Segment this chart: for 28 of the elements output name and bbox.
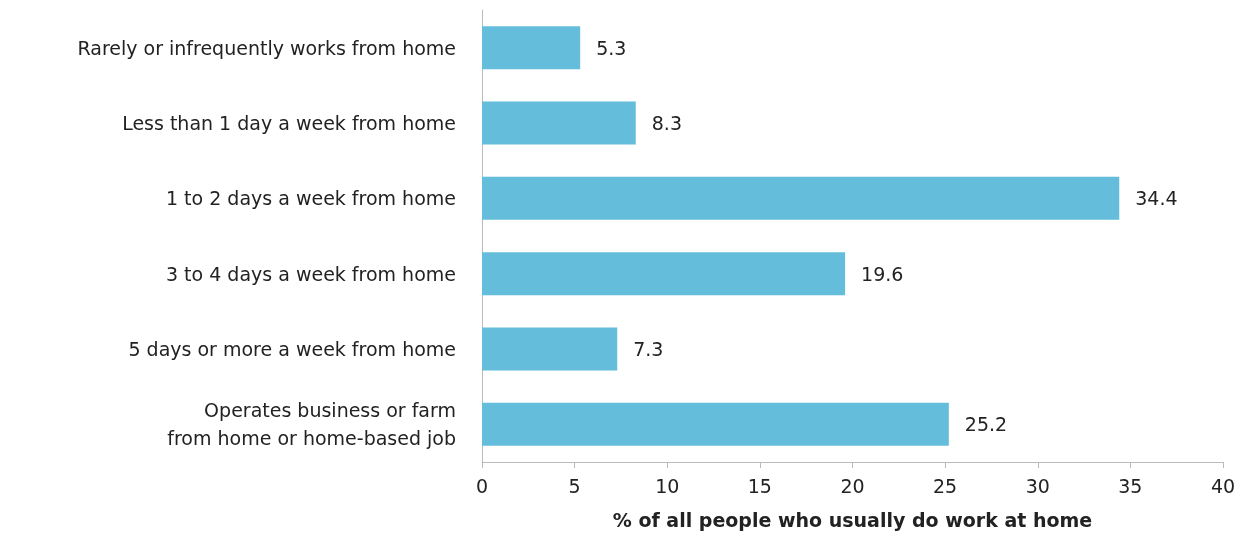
bar	[482, 252, 846, 296]
x-tick-label: 0	[475, 474, 489, 497]
x-tick-label: 5	[568, 474, 581, 497]
x-tick-label: 15	[747, 474, 772, 497]
y-tick-label: 5 days or more a week from home	[128, 338, 456, 360]
data-label: 19.6	[861, 262, 904, 285]
y-tick-label: Rarely or infrequently works from home	[77, 36, 456, 59]
x-tick-label: 40	[1210, 474, 1236, 497]
x-tick-label: 20	[840, 474, 865, 497]
y-tick-label: 1 to 2 days a week from home	[165, 187, 456, 210]
y-tick-label: 3 to 4 days a week from home	[165, 262, 456, 285]
bar	[482, 176, 1120, 220]
y-tick-label: Less than 1 day a week from home	[122, 112, 456, 134]
y-tick-label: Operates business or farm from home or home-based job	[167, 399, 456, 450]
bar	[482, 402, 949, 446]
x-tick-label: 25	[933, 474, 958, 497]
data-label: 5.3	[596, 36, 627, 59]
x-axis-title: % of all people who usually do work at home	[612, 508, 1093, 531]
bar	[482, 327, 618, 371]
data-label: 8.3	[651, 112, 682, 134]
data-label: 7.3	[633, 338, 664, 360]
bar	[482, 101, 636, 145]
data-label: 34.4	[1135, 187, 1178, 210]
x-tick-label: 35	[1118, 474, 1143, 497]
bar	[482, 26, 581, 70]
data-label: 25.2	[964, 413, 1008, 436]
x-tick-label: 30	[1025, 474, 1050, 497]
x-tick-label: 10	[655, 474, 680, 497]
